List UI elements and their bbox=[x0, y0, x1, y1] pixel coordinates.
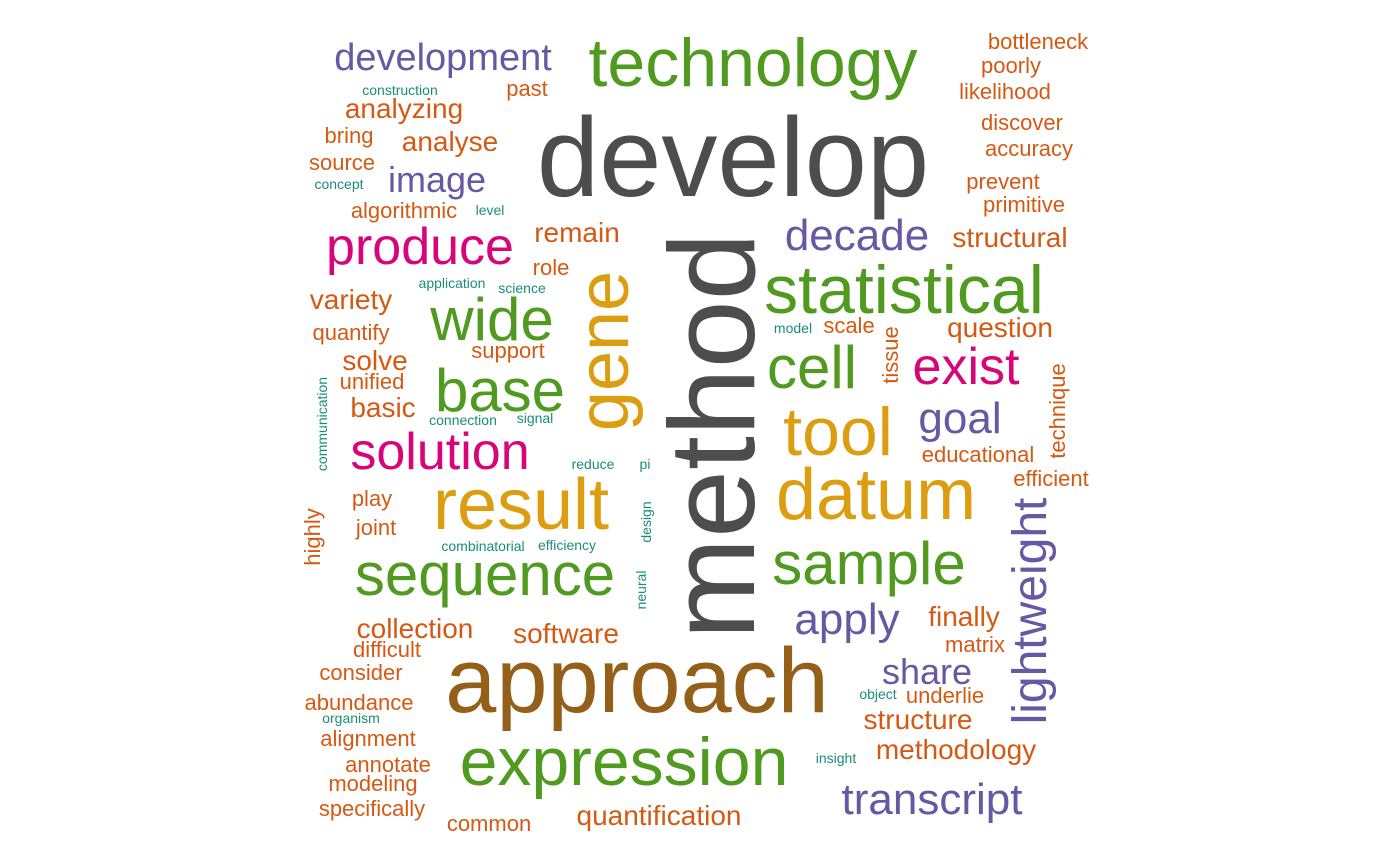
word-structural: structural bbox=[952, 222, 1068, 253]
word-joint: joint bbox=[355, 515, 397, 540]
word-object: object bbox=[859, 686, 897, 702]
word-scale: scale bbox=[823, 313, 875, 338]
word-application: application bbox=[418, 275, 486, 291]
word-combinatorial: combinatorial bbox=[441, 538, 525, 554]
word-sequence: sequence bbox=[354, 541, 616, 608]
word-design: design bbox=[638, 501, 654, 543]
word-development: development bbox=[334, 37, 552, 79]
word-organism: organism bbox=[322, 710, 380, 726]
word-educational: educational bbox=[921, 442, 1035, 467]
word-datum: datum bbox=[775, 455, 977, 535]
word-science: science bbox=[498, 280, 546, 296]
word-specifically: specifically bbox=[318, 796, 426, 821]
word-model: model bbox=[773, 320, 813, 336]
word-likelihood: likelihood bbox=[959, 79, 1051, 104]
word-method: method bbox=[644, 232, 780, 640]
word-role: role bbox=[532, 255, 570, 280]
word-construction: construction bbox=[362, 82, 438, 98]
word-decade: decade bbox=[784, 211, 930, 260]
word-modeling: modeling bbox=[328, 771, 418, 796]
word-bottleneck: bottleneck bbox=[987, 29, 1089, 54]
word-expression: expression bbox=[459, 724, 789, 800]
word-analyse: analyse bbox=[401, 126, 499, 157]
word-source: source bbox=[308, 150, 376, 175]
word-unified: unified bbox=[339, 369, 405, 394]
word-structure: structure bbox=[863, 704, 973, 735]
word-produce: produce bbox=[326, 218, 514, 276]
word-primitive: primitive bbox=[983, 192, 1065, 217]
word-level: level bbox=[475, 202, 505, 218]
word-quantify: quantify bbox=[312, 320, 390, 345]
word-tissue: tissue bbox=[878, 326, 903, 384]
word-exist: exist bbox=[912, 338, 1020, 396]
word-matrix: matrix bbox=[945, 632, 1005, 657]
word-question: question bbox=[947, 312, 1053, 343]
word-statistical: statistical bbox=[764, 252, 1044, 328]
word-algorithmic: algorithmic bbox=[350, 198, 458, 223]
word-remain: remain bbox=[534, 217, 620, 248]
word-apply: apply bbox=[794, 595, 900, 644]
word-signal: signal bbox=[516, 410, 554, 426]
word-underlie: underlie bbox=[905, 683, 985, 708]
word-technology: technology bbox=[588, 25, 918, 101]
word-common: common bbox=[446, 811, 532, 836]
word-share: share bbox=[881, 651, 973, 692]
word-prevent: prevent bbox=[966, 169, 1040, 194]
word-develop: develop bbox=[536, 95, 930, 220]
word-past: past bbox=[506, 76, 548, 101]
word-software: software bbox=[513, 618, 619, 649]
word-methodology: methodology bbox=[875, 734, 1037, 765]
word-basic: basic bbox=[350, 392, 416, 423]
word-communication: communication bbox=[314, 376, 330, 472]
word-sample: sample bbox=[772, 530, 966, 597]
word-wide: wide bbox=[430, 286, 554, 353]
word-gene: gene bbox=[564, 270, 644, 432]
word-play: play bbox=[351, 486, 393, 511]
word-efficiency: efficiency bbox=[537, 537, 597, 553]
word-connection: connection bbox=[429, 412, 497, 428]
word-solution: solution bbox=[350, 423, 530, 481]
word-insight: insight bbox=[815, 750, 857, 766]
word-base: base bbox=[434, 357, 566, 424]
word-analyzing: analyzing bbox=[344, 93, 464, 124]
word-approach: approach bbox=[445, 630, 829, 732]
word-result: result bbox=[432, 465, 610, 545]
word-lightweight: lightweight bbox=[1004, 497, 1057, 725]
word-support: support bbox=[471, 338, 545, 363]
word-bring: bring bbox=[324, 123, 374, 148]
word-abundance: abundance bbox=[304, 690, 414, 715]
word-pi: pi bbox=[639, 456, 651, 472]
word-alignment: alignment bbox=[320, 726, 416, 751]
word-difficult: difficult bbox=[352, 637, 422, 662]
word-accuracy: accuracy bbox=[984, 136, 1074, 161]
word-collection: collection bbox=[356, 613, 474, 644]
word-image: image bbox=[387, 159, 487, 200]
word-finally: finally bbox=[928, 601, 1000, 632]
word-variety: variety bbox=[309, 284, 393, 315]
word-cell: cell bbox=[766, 334, 858, 401]
word-poorly: poorly bbox=[981, 53, 1041, 78]
word-goal: goal bbox=[918, 394, 1002, 443]
word-quantification: quantification bbox=[576, 800, 742, 831]
word-neural: neural bbox=[633, 570, 649, 610]
word-annotate: annotate bbox=[345, 752, 431, 777]
word-discover: discover bbox=[981, 110, 1063, 135]
word-tool: tool bbox=[783, 394, 893, 470]
word-efficient: efficient bbox=[1013, 466, 1089, 491]
word-transcript: transcript bbox=[841, 775, 1023, 824]
word-technique: technique bbox=[1045, 363, 1070, 459]
word-consider: consider bbox=[319, 660, 403, 685]
word-solve: solve bbox=[342, 345, 408, 376]
word-concept: concept bbox=[314, 176, 364, 192]
word-highly: highly bbox=[300, 508, 325, 566]
word-reduce: reduce bbox=[571, 456, 615, 472]
